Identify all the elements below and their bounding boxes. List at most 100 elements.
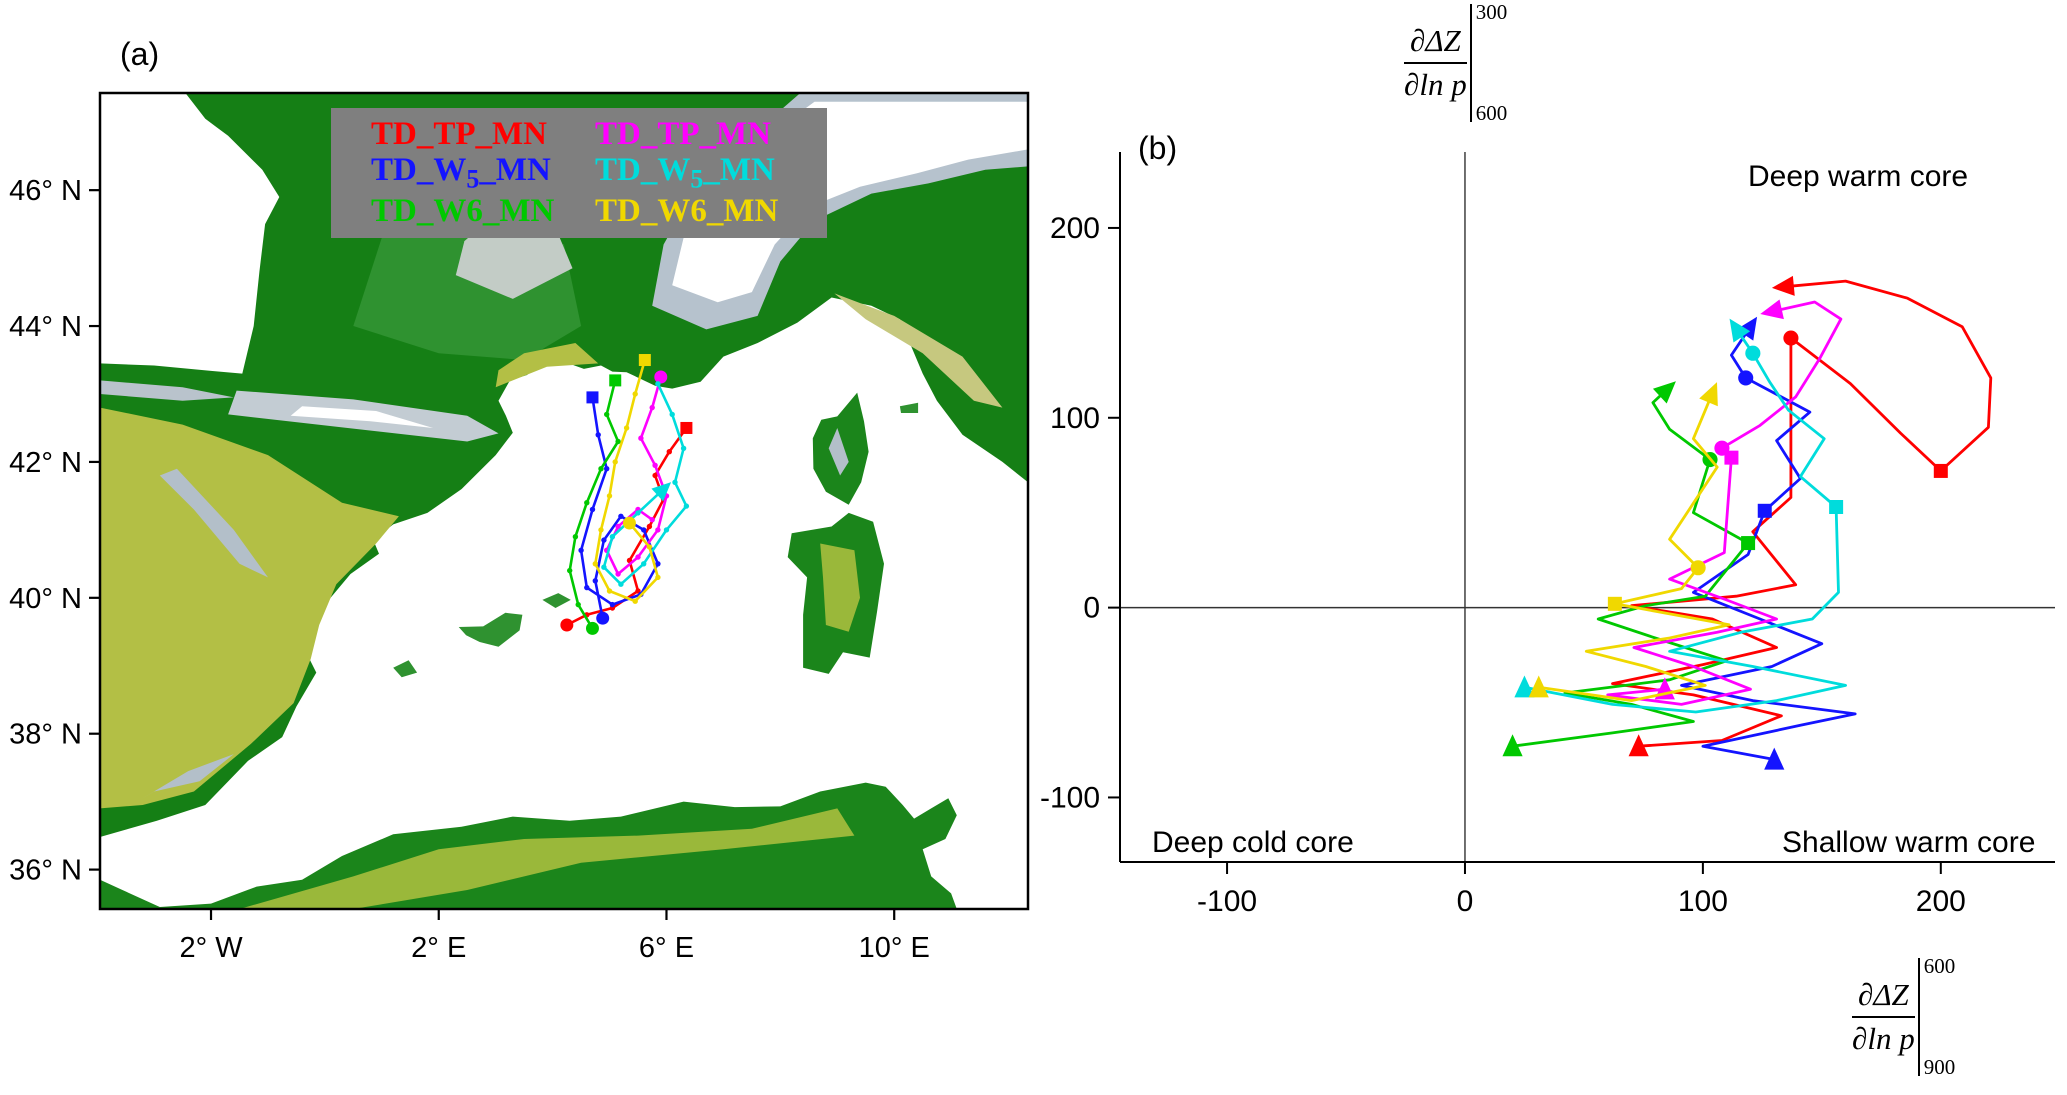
track-marker-circle <box>654 370 668 384</box>
quadrant-label-shallow-warm-core: Shallow warm core <box>1782 826 2036 859</box>
track-point <box>609 534 616 540</box>
track-marker-triangle <box>1652 381 1676 404</box>
track-marker-square <box>1829 500 1844 514</box>
track-marker-circle <box>1783 330 1799 346</box>
track-point <box>635 510 641 516</box>
track-marker-triangle <box>1699 382 1718 407</box>
panel-a-label: (a) <box>120 36 160 72</box>
track-point <box>652 462 658 468</box>
map-land <box>100 93 1028 909</box>
map-region-iberia-midlands <box>100 407 399 809</box>
track-marker-circle <box>1745 345 1761 361</box>
tick-label: 0 <box>1083 592 1100 625</box>
track-point <box>683 503 690 509</box>
b-x-axis-label: ∂ΔZ ∂ln p 600 900 <box>1852 954 1955 1079</box>
track-point <box>680 445 687 451</box>
track-marker-circle <box>1714 440 1730 456</box>
map-track-td-w5-mn-blue <box>579 397 660 619</box>
map-region-elba <box>899 402 919 413</box>
track-point <box>575 601 581 608</box>
track-marker-circle <box>1738 370 1754 386</box>
track-point <box>655 381 661 387</box>
phase-track-td-tp-mn-magenta <box>1606 300 1843 706</box>
track-point <box>663 527 670 533</box>
track-marker-square <box>1607 596 1622 611</box>
track-point <box>623 425 630 431</box>
track-point <box>595 432 601 438</box>
tick-label: 200 <box>1050 212 1100 245</box>
track-point <box>598 527 604 533</box>
tick-label: -100 <box>1040 781 1100 814</box>
map-region-europe <box>100 93 1028 837</box>
y-label-upper-limit: 300 <box>1475 0 1508 24</box>
track-point <box>646 523 653 530</box>
map-region-africa-midlands <box>239 808 855 909</box>
map-axes: 2° W 2° E 6° E 10° E 36° N 38° N 40° N 42° N 44°… <box>9 175 930 964</box>
tick-label: 46° N <box>9 175 82 207</box>
map-region-betic-ridge <box>137 754 234 802</box>
track-marker-square <box>609 374 622 387</box>
track-marker-triangle <box>1771 275 1795 296</box>
tick-label: 36° N <box>9 855 82 887</box>
track-point <box>652 472 658 479</box>
track-marker-circle <box>585 621 599 635</box>
phase-track-td-w5-mn-cyan <box>1524 327 1847 714</box>
track-marker-triangle <box>1628 734 1649 757</box>
track-point <box>578 547 584 553</box>
legend-entry-text: TD_TP_MN <box>371 116 547 153</box>
x-label-numerator: ∂ΔZ <box>1852 977 1915 1018</box>
map-region-corsica-ridge <box>828 428 849 476</box>
track-point <box>584 584 590 591</box>
map-region-pyrenees-peaks <box>290 406 434 428</box>
x-label-upper-limit: 600 <box>1923 954 1956 978</box>
track-marker-circle <box>560 618 574 632</box>
track-point <box>615 438 621 445</box>
track-point <box>606 493 613 499</box>
tick-label: 200 <box>1916 885 1966 918</box>
map-tracks <box>560 354 693 635</box>
y-label-pressure-limits: 300 600 <box>1469 0 1507 125</box>
x-label-denominator: ∂ln p <box>1852 1021 1915 1056</box>
tick-label: 10° E <box>859 932 930 964</box>
map-region-cantabrian-ridge <box>100 380 234 401</box>
track-point <box>615 571 621 577</box>
track-point <box>632 391 638 397</box>
legend-entry: TD_TP_MN <box>371 117 595 152</box>
legend-entry-text: TD_W <box>371 152 467 189</box>
map-region-ibiza <box>393 660 418 678</box>
track-point <box>635 554 641 560</box>
map-region-sardinia-midlands <box>820 543 860 632</box>
map-track-td-w6-mn-yellow <box>594 359 660 603</box>
tick-label: 100 <box>1050 402 1100 435</box>
track-point <box>649 517 655 523</box>
legend-entry-text: _MN <box>703 152 775 189</box>
b-y-axis-label: ∂ΔZ ∂ln p 300 600 <box>1404 0 1507 125</box>
legend-entry-text: 5 <box>690 164 704 194</box>
track-point <box>572 534 579 540</box>
x-label-pressure-limits: 600 900 <box>1917 954 1955 1079</box>
track-marker-square <box>586 391 599 404</box>
y-label-fraction: ∂ΔZ ∂ln p <box>1404 23 1467 102</box>
track-marker-circle <box>596 611 610 625</box>
track-point <box>606 588 613 594</box>
track-point <box>669 411 675 418</box>
map-region-mallorca <box>458 612 523 647</box>
track-point <box>615 523 621 530</box>
track-point <box>604 411 610 418</box>
track-point <box>618 581 624 587</box>
track-point <box>632 598 638 604</box>
map-region-languedoc-lowlands <box>495 343 599 388</box>
y-label-numerator: ∂ΔZ <box>1404 23 1467 64</box>
track-marker-triangle <box>1729 318 1751 343</box>
tick-label: 38° N <box>9 719 82 751</box>
legend-entry: TD_W6_MN <box>595 194 819 229</box>
legend-entry-text: _MN <box>479 152 551 189</box>
tick-label: -100 <box>1197 885 1257 918</box>
track-marker-triangle <box>1528 675 1549 698</box>
track-point <box>641 561 647 567</box>
map-track-td-w5-mn-cyan <box>602 383 688 586</box>
quadrant-label-deep-cold-core: Deep cold core <box>1152 826 1354 859</box>
track-marker-square <box>1933 463 1948 478</box>
track-marker-triangle <box>1502 734 1523 757</box>
